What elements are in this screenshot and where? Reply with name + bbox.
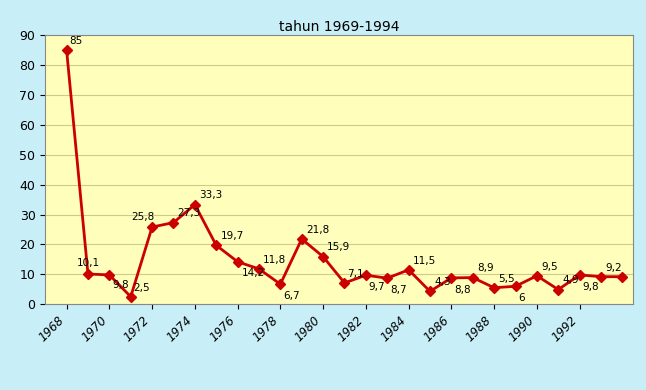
Text: 10,1: 10,1	[77, 259, 100, 268]
Text: 27,3: 27,3	[178, 208, 201, 218]
Text: 8,7: 8,7	[390, 285, 406, 295]
Text: 4,9: 4,9	[563, 275, 579, 285]
Text: 11,5: 11,5	[413, 256, 436, 266]
Text: 7,1: 7,1	[348, 269, 364, 279]
Text: 9,2: 9,2	[605, 262, 622, 273]
Text: 14,2: 14,2	[242, 268, 265, 278]
Text: 11,8: 11,8	[263, 255, 286, 265]
Text: 21,8: 21,8	[306, 225, 329, 235]
Text: 33,3: 33,3	[199, 190, 222, 200]
Text: 19,7: 19,7	[220, 231, 244, 241]
Text: 15,9: 15,9	[328, 243, 351, 252]
Text: 9,7: 9,7	[369, 282, 385, 292]
Text: 6,7: 6,7	[283, 291, 300, 301]
Text: 25,8: 25,8	[131, 211, 154, 222]
Text: 2,5: 2,5	[134, 283, 150, 292]
Text: 6: 6	[518, 293, 525, 303]
Text: 9,8: 9,8	[112, 280, 129, 290]
Text: 9,5: 9,5	[541, 262, 557, 271]
Text: 4,3: 4,3	[434, 277, 451, 287]
Text: 85: 85	[69, 36, 83, 46]
Text: 5,5: 5,5	[498, 274, 515, 284]
Title: tahun 1969-1994: tahun 1969-1994	[279, 20, 399, 34]
Text: 8,8: 8,8	[454, 285, 471, 294]
Text: 9,8: 9,8	[583, 282, 599, 292]
Text: 8,9: 8,9	[477, 263, 494, 273]
